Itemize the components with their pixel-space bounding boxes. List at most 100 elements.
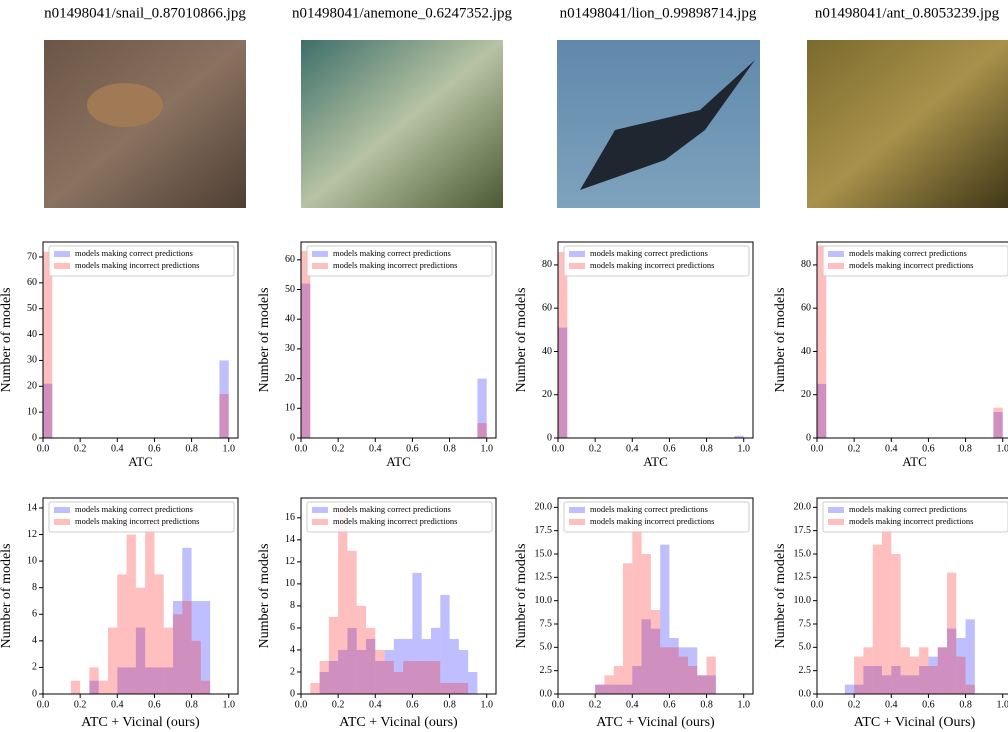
histogram-bar bbox=[623, 563, 632, 694]
x-tick-label: 0.0 bbox=[37, 443, 50, 454]
y-tick-label: 40 bbox=[801, 346, 811, 357]
histogram-bar bbox=[679, 657, 688, 694]
histogram-bar bbox=[614, 666, 623, 694]
y-tick-label: 0 bbox=[806, 432, 811, 443]
histogram-bar bbox=[440, 683, 449, 694]
image-title: n01498041/ant_0.8053239.jpg bbox=[815, 5, 1000, 21]
x-tick-label: 0.2 bbox=[589, 699, 602, 710]
x-tick-label: 1.0 bbox=[996, 699, 1008, 710]
histogram-bar bbox=[477, 423, 486, 438]
image-title: n01498041/lion_0.99898714.jpg bbox=[560, 5, 757, 21]
legend-label: models making correct predictions bbox=[849, 248, 967, 258]
histogram-bar bbox=[440, 595, 449, 694]
histogram-bar bbox=[697, 675, 706, 694]
x-tick-label: 0.2 bbox=[74, 443, 87, 454]
y-tick-label: 8 bbox=[32, 582, 37, 593]
x-axis-label: ATC bbox=[386, 454, 411, 469]
legend-label: models making incorrect predictions bbox=[590, 260, 714, 270]
histogram-bar bbox=[431, 661, 440, 694]
x-tick-label: 0.6 bbox=[406, 443, 419, 454]
y-tick-label: 80 bbox=[801, 259, 811, 270]
y-tick-label: 12 bbox=[27, 529, 37, 540]
histogram-bar bbox=[854, 657, 863, 694]
legend-label: models making correct predictions bbox=[590, 248, 708, 258]
histogram-bar bbox=[192, 641, 201, 694]
y-tick-label: 0 bbox=[32, 688, 37, 699]
histogram-panel: 0.00.20.40.60.81.00102030405060ATCNumber… bbox=[257, 242, 496, 469]
histogram-bar bbox=[863, 647, 872, 694]
photo bbox=[807, 40, 1008, 208]
x-axis-label: ATC + Vicinal (ours) bbox=[596, 715, 715, 730]
x-tick-label: 0.2 bbox=[848, 699, 861, 710]
y-tick-label: 20 bbox=[285, 373, 295, 384]
x-axis-label: ATC + Vicinal (Ours) bbox=[854, 715, 976, 730]
legend-label: models making incorrect predictions bbox=[590, 516, 714, 526]
x-tick-label: 0.4 bbox=[626, 699, 639, 710]
photo bbox=[44, 40, 246, 208]
legend-label: models making correct predictions bbox=[333, 248, 451, 258]
legend-swatch bbox=[54, 251, 70, 257]
x-tick-label: 0.8 bbox=[700, 699, 713, 710]
histogram-bar bbox=[947, 573, 956, 694]
legend-label: models making incorrect predictions bbox=[849, 260, 973, 270]
histogram-bar bbox=[450, 683, 459, 694]
histogram-bar bbox=[89, 667, 98, 694]
legend-label: models making incorrect predictions bbox=[75, 516, 199, 526]
y-axis-label: Number of models bbox=[257, 288, 272, 393]
x-tick-label: 0.8 bbox=[959, 699, 972, 710]
legend-swatch bbox=[569, 507, 585, 513]
y-tick-label: 80 bbox=[542, 259, 552, 270]
y-tick-label: 40 bbox=[285, 314, 295, 325]
y-axis-label: Number of models bbox=[773, 544, 788, 649]
histogram-bar bbox=[660, 647, 669, 694]
histogram-bar bbox=[154, 574, 163, 694]
y-axis-label: Number of models bbox=[257, 544, 272, 649]
histogram-bar bbox=[329, 617, 338, 694]
histogram-bar bbox=[688, 666, 697, 694]
y-tick-label: 20 bbox=[801, 389, 811, 400]
image-title: n01498041/anemone_0.6247352.jpg bbox=[292, 5, 512, 21]
histogram-bar bbox=[347, 551, 356, 694]
histogram-bar bbox=[901, 647, 910, 694]
legend-swatch bbox=[312, 251, 328, 257]
y-tick-label: 0 bbox=[32, 432, 37, 443]
y-tick-label: 2 bbox=[290, 666, 295, 677]
x-tick-label: 0.0 bbox=[552, 443, 565, 454]
histogram-bar bbox=[108, 628, 117, 694]
histogram-bar bbox=[127, 535, 136, 694]
x-tick-label: 0.2 bbox=[74, 699, 87, 710]
legend-swatch bbox=[828, 251, 844, 257]
image-title: n01498041/snail_0.87010866.jpg bbox=[44, 5, 246, 21]
histogram-panel: 0.00.20.40.60.81.002468101214ATC + Vicin… bbox=[0, 498, 238, 730]
histogram-bar bbox=[459, 683, 468, 694]
y-tick-label: 20.0 bbox=[794, 502, 812, 513]
x-tick-label: 0.6 bbox=[663, 443, 676, 454]
x-axis-label: ATC bbox=[902, 454, 927, 469]
y-tick-label: 15.0 bbox=[535, 548, 553, 559]
y-tick-label: 10 bbox=[27, 555, 37, 566]
histogram-bar bbox=[99, 681, 108, 694]
histogram-panel: 0.00.20.40.60.81.00246810121416ATC + Vic… bbox=[257, 498, 496, 730]
y-tick-label: 0 bbox=[290, 432, 295, 443]
histogram-bar bbox=[642, 554, 651, 694]
histogram-bar bbox=[468, 672, 477, 694]
histogram-bar bbox=[993, 408, 1002, 438]
x-tick-label: 0.0 bbox=[811, 699, 824, 710]
histogram-bar bbox=[928, 666, 937, 694]
x-tick-label: 0.6 bbox=[663, 699, 676, 710]
y-tick-label: 14 bbox=[285, 534, 295, 545]
y-tick-label: 15.0 bbox=[794, 548, 812, 559]
x-axis-label: ATC + Vicinal (ours) bbox=[81, 715, 200, 730]
y-tick-label: 0.0 bbox=[540, 688, 553, 699]
legend-label: models making correct predictions bbox=[333, 504, 451, 514]
x-tick-label: 0.8 bbox=[959, 443, 972, 454]
histogram-bar bbox=[910, 657, 919, 694]
x-tick-label: 0.2 bbox=[332, 699, 345, 710]
histogram-panel: 0.00.20.40.60.81.0020406080ATCNumber of … bbox=[773, 242, 1008, 469]
y-tick-label: 0.0 bbox=[799, 688, 812, 699]
y-tick-label: 30 bbox=[285, 343, 295, 354]
y-tick-label: 70 bbox=[27, 251, 37, 262]
histogram-bar bbox=[357, 606, 366, 694]
y-tick-label: 10 bbox=[285, 578, 295, 589]
histogram-bar bbox=[966, 685, 975, 694]
